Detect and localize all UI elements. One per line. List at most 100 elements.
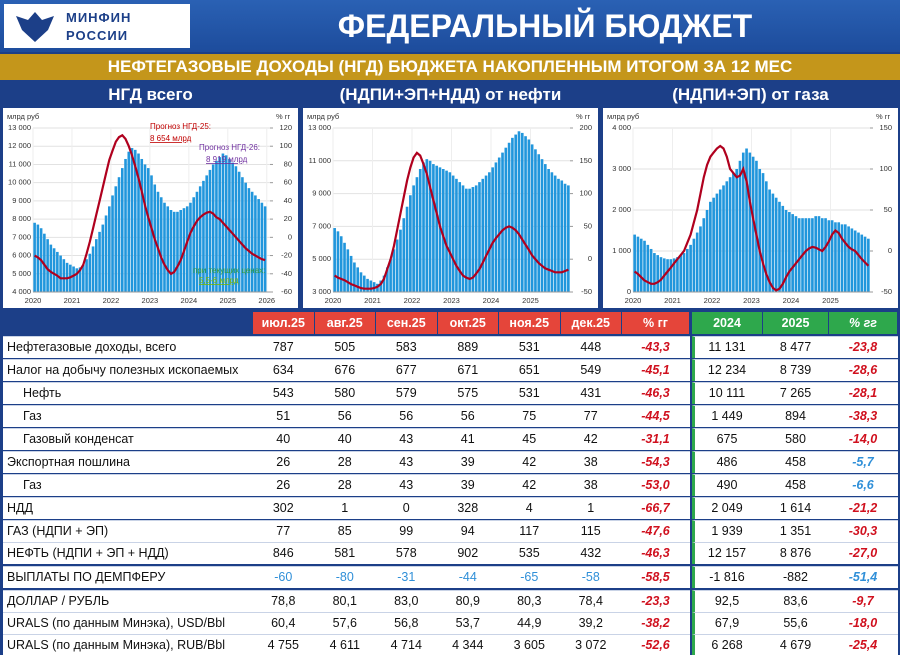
table-cell: 2 049: [711, 501, 743, 515]
table-cell: 486: [716, 455, 738, 469]
bar: [557, 178, 560, 292]
y-tick-label: 4 000: [612, 123, 631, 132]
bar: [481, 178, 485, 292]
table-cell: 99: [399, 524, 414, 538]
bar: [699, 226, 702, 292]
bar: [834, 222, 837, 292]
bar: [567, 185, 570, 292]
bar: [728, 177, 732, 292]
axis-label: млрд руб: [7, 112, 39, 121]
bar: [504, 147, 508, 292]
table-cell: 26: [276, 455, 291, 469]
table-cell: 4: [525, 501, 533, 515]
bar: [185, 206, 189, 292]
x-tick-label: 2021: [664, 296, 681, 305]
table-cell: 1: [341, 501, 349, 515]
table-cell: -54,3: [641, 455, 670, 469]
y-tick-label: 4 000: [12, 287, 31, 296]
table-cell: 39,2: [578, 616, 603, 630]
row-bg: [692, 405, 898, 427]
table-cell: 505: [334, 340, 356, 354]
table-cell: 579: [395, 386, 417, 400]
table-cell: 67,9: [714, 616, 740, 630]
y-tick-label: 3 000: [312, 287, 331, 296]
bar: [692, 238, 696, 292]
y2-tick-label: 200: [579, 123, 592, 132]
x-tick-label: 2020: [625, 296, 642, 305]
column-header: июл.25: [253, 312, 314, 334]
y-tick-label: 11 000: [9, 159, 31, 168]
row-bg: [3, 336, 690, 358]
chart: млрд руб % гг 4 000 5 000 6 000 7 000 8 000 9 0…: [3, 108, 298, 308]
bar: [511, 137, 514, 292]
row-label: Газовый конденсат: [23, 432, 134, 446]
table-cell: 4 679: [779, 638, 812, 652]
table-cell: 531: [518, 340, 540, 354]
x-tick-label: 2020: [325, 296, 342, 305]
table-cell: 448: [580, 340, 602, 354]
table-cell: 302: [272, 501, 294, 515]
y2-tick-label: -50: [581, 287, 592, 296]
table-cell: 543: [272, 386, 294, 400]
table-cell: 56: [337, 409, 352, 423]
bar: [560, 180, 564, 292]
bar: [781, 205, 785, 292]
bar: [501, 152, 504, 292]
bar: [120, 168, 124, 292]
bar: [824, 218, 827, 292]
table-cell: 846: [272, 546, 294, 560]
row-label: Газ: [23, 409, 42, 423]
column-header: % гг: [622, 312, 689, 334]
annotation: 8 919 млрд: [206, 155, 248, 164]
table-cell: -80: [335, 570, 354, 584]
bar: [847, 226, 850, 292]
bar: [353, 262, 356, 292]
table-cell: -46,3: [641, 386, 670, 400]
table-cell: -60: [274, 570, 293, 584]
table-cell: 26: [276, 478, 291, 492]
bar: [107, 206, 111, 292]
row-label: НДД: [7, 501, 33, 515]
row-bg: [3, 428, 690, 450]
bar: [455, 178, 458, 292]
table-cell: 1 449: [711, 409, 743, 423]
row-bg: [3, 451, 690, 473]
bar: [127, 151, 131, 292]
table-cell: 44,9: [517, 616, 542, 630]
bar: [104, 215, 108, 292]
bar: [428, 160, 432, 292]
x-tick-label: 2022: [404, 296, 421, 305]
bar: [517, 131, 521, 292]
bar: [234, 166, 238, 292]
bar: [356, 267, 360, 292]
table-cell: -58: [581, 570, 600, 584]
bar: [725, 181, 729, 292]
table-cell: 634: [272, 363, 294, 377]
y2-tick-label: 100: [879, 164, 892, 173]
table-cell: 1 351: [779, 524, 812, 538]
y2-tick-label: 120: [279, 123, 292, 132]
table-cell: 675: [716, 432, 738, 446]
table-cell: -18,0: [848, 616, 878, 630]
bar: [494, 162, 498, 292]
bar: [735, 169, 739, 292]
bar: [458, 182, 462, 292]
table-cell: 43: [399, 455, 414, 469]
table-cell: 75: [522, 409, 537, 423]
table-cell: 43: [399, 432, 414, 446]
bar: [448, 172, 452, 292]
table-cell: 581: [334, 546, 356, 560]
bar: [409, 195, 412, 292]
table-cell: 40: [276, 432, 291, 446]
bar: [143, 164, 147, 292]
table-cell: 43: [399, 478, 414, 492]
bar: [385, 267, 389, 292]
bar: [811, 218, 814, 292]
bar: [745, 148, 748, 292]
chart: млрд руб % гг 0 1 000 2 000 3 000 4 000 -50 0 50 1…: [603, 108, 898, 308]
y2-tick-label: 20: [284, 214, 292, 223]
table-cell: 78,4: [578, 594, 603, 608]
bar: [101, 224, 105, 292]
table-cell: 41: [460, 432, 475, 446]
bar: [192, 197, 196, 292]
